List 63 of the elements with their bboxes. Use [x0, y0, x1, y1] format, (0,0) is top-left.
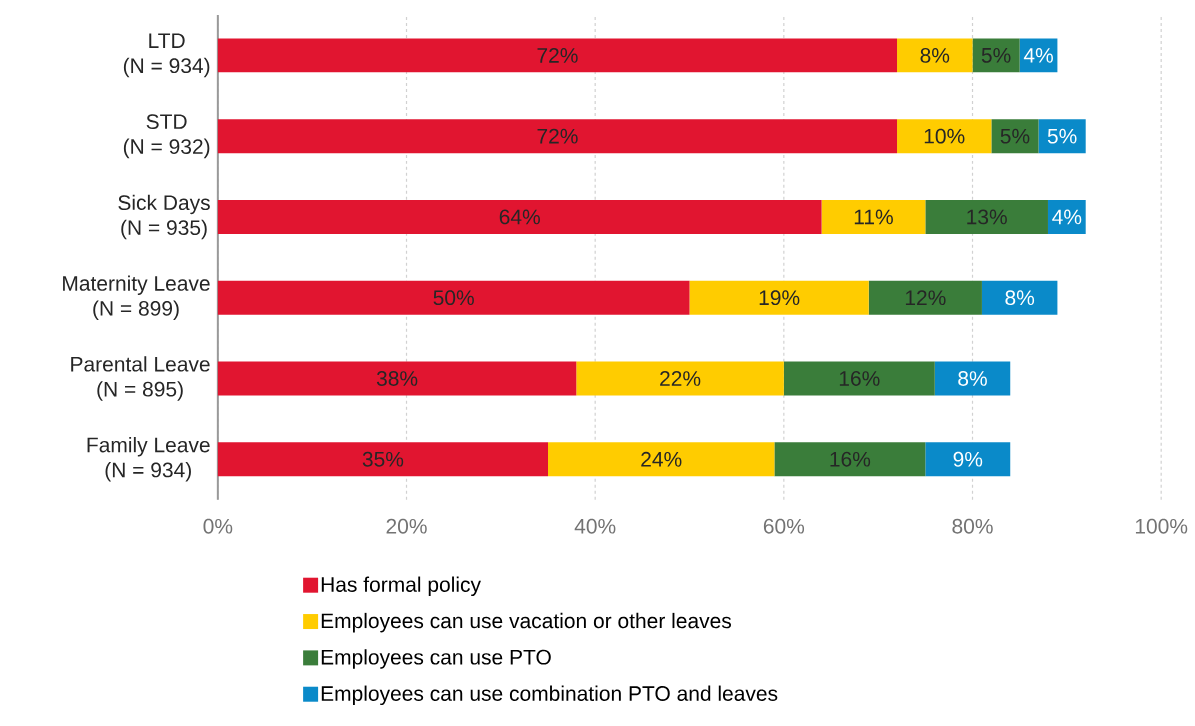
- data-label: 5%: [1047, 128, 1077, 144]
- y-tick-label: LTD (N = 934): [123, 33, 210, 78]
- data-label: 4%: [1052, 209, 1082, 225]
- data-label: 10%: [924, 128, 965, 144]
- legend-label: Employees can use combination PTO and leaves: [321, 685, 778, 705]
- bar: [868, 280, 982, 315]
- bar: [783, 361, 935, 396]
- bar: [897, 38, 973, 73]
- bar: [774, 442, 926, 476]
- data-label: 11%: [854, 209, 893, 225]
- x-tick-label: 20%: [386, 518, 427, 534]
- y-tick-label: Family Leave (N = 934): [87, 436, 210, 482]
- y-tick-label: STD (N = 932): [123, 113, 210, 158]
- data-label: 64%: [499, 209, 540, 225]
- bar: [925, 442, 1011, 476]
- data-label: 38%: [376, 370, 418, 386]
- data-label: 16%: [830, 451, 871, 467]
- data-label: 8%: [958, 370, 987, 386]
- x-tick-label: 60%: [763, 518, 805, 534]
- bar: [1047, 199, 1086, 234]
- bar: [925, 199, 1048, 234]
- bar: [217, 199, 822, 234]
- bar: [689, 280, 869, 315]
- bar: [981, 280, 1058, 315]
- x-tick-label: 0%: [203, 518, 233, 534]
- data-label: 5%: [981, 47, 1011, 63]
- legend-label: Has formal policy: [321, 576, 481, 596]
- data-label: 72%: [537, 47, 578, 63]
- bar: [576, 361, 784, 396]
- data-label: 22%: [660, 370, 701, 386]
- x-tick-label: 40%: [574, 518, 616, 534]
- data-label: 8%: [920, 47, 950, 63]
- data-label: 72%: [537, 128, 578, 144]
- bar: [934, 361, 1011, 396]
- legend-label: Employees can use PTO: [321, 648, 551, 669]
- bar: [217, 361, 577, 396]
- data-label: 19%: [759, 290, 800, 305]
- bar: [991, 118, 1039, 153]
- data-label: 12%: [905, 290, 946, 305]
- y-tick-label: Sick Days (N = 935): [118, 194, 210, 239]
- y-tick-label: Maternity Leave (N = 899): [63, 275, 210, 320]
- data-label: 50%: [433, 290, 474, 305]
- data-label: 35%: [362, 451, 404, 467]
- bar: [217, 118, 898, 153]
- bar: [821, 199, 926, 234]
- bar: [217, 280, 690, 315]
- bar: [217, 442, 549, 476]
- bar: [972, 38, 1020, 73]
- y-tick-label: Parental Leave (N = 895): [71, 355, 210, 401]
- legend-label: Employees can use vacation or other leaves: [321, 612, 732, 633]
- data-label: 24%: [641, 451, 682, 467]
- x-tick-label: 100%: [1135, 518, 1188, 534]
- bar: [897, 118, 992, 153]
- bar: [1038, 118, 1086, 153]
- data-label: 13%: [967, 209, 1007, 225]
- bar: [217, 38, 898, 73]
- data-label: 8%: [1005, 290, 1035, 305]
- x-tick-label: 80%: [952, 518, 993, 534]
- data-label: 16%: [839, 370, 880, 386]
- data-label: 5%: [1000, 128, 1030, 144]
- data-label: 9%: [953, 451, 983, 467]
- data-label: 4%: [1023, 47, 1053, 63]
- bar: [548, 442, 775, 476]
